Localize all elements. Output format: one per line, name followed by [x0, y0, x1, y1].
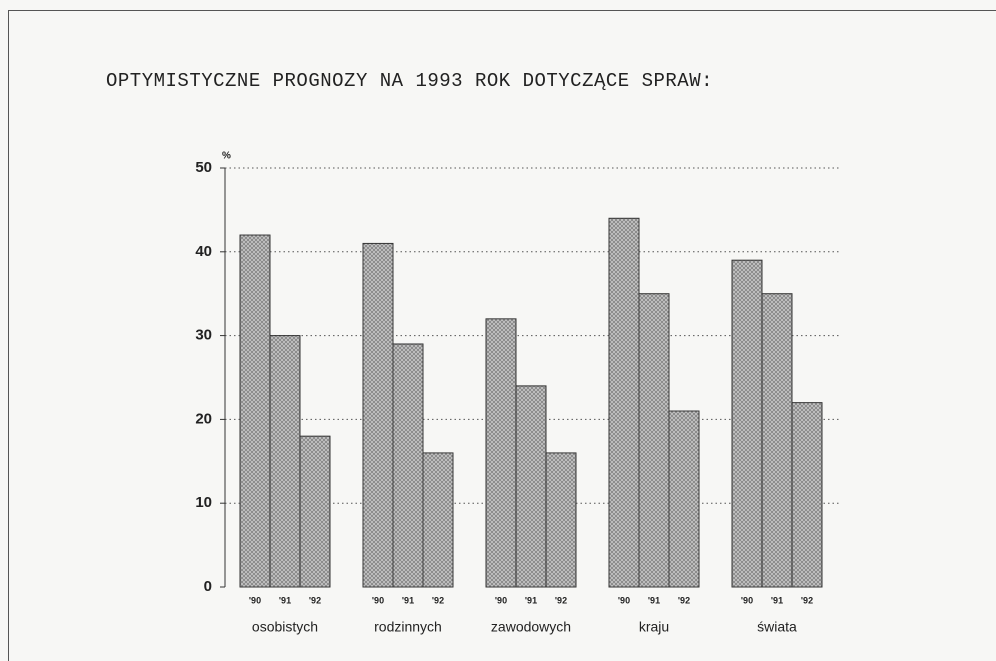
series-label: '92 — [678, 595, 690, 605]
bar — [239, 234, 271, 588]
series-label: '90 — [618, 595, 630, 605]
y-tick-label: 20 — [195, 410, 212, 427]
x-tick-label: zawodowych — [491, 619, 571, 635]
series-label: '91 — [402, 595, 414, 605]
chart: % 0 10 20 30 40 50 osobistych '90 '91 '92 rodzinny… — [195, 151, 840, 635]
series-label: '92 — [309, 595, 321, 605]
bar — [731, 259, 763, 588]
y-tick-label: 0 — [204, 578, 212, 595]
frame — [8, 10, 996, 661]
y-tick-label: 30 — [195, 327, 212, 344]
x-tick-label: rodzinnych — [374, 619, 442, 635]
bar — [485, 318, 517, 588]
bar — [362, 242, 394, 588]
series-label: '90 — [495, 595, 507, 605]
bar — [422, 452, 454, 588]
bar — [545, 452, 577, 588]
bar — [638, 293, 670, 588]
x-tick-label: osobistych — [252, 619, 318, 635]
bar — [761, 293, 793, 588]
bar — [392, 343, 424, 588]
bar — [668, 410, 700, 588]
bar — [791, 402, 823, 588]
bar — [608, 217, 640, 588]
bar — [299, 435, 331, 588]
series-label: '91 — [648, 595, 660, 605]
series-label: '92 — [801, 595, 813, 605]
page: OPTYMISTYCZNE PROGNOZY NA 1993 ROK DOTYC… — [8, 10, 996, 661]
y-tick-label: 10 — [195, 494, 212, 511]
series-label: '90 — [372, 595, 384, 605]
series-label: '90 — [249, 595, 261, 605]
series-label: '92 — [555, 595, 567, 605]
series-label: '91 — [525, 595, 537, 605]
y-axis-label: % — [222, 151, 231, 162]
bar — [515, 385, 547, 588]
chart-title: OPTYMISTYCZNE PROGNOZY NA 1993 ROK DOTYC… — [106, 70, 713, 92]
x-tick-label: świata — [757, 619, 797, 635]
x-tick-label: kraju — [639, 619, 669, 635]
series-label: '91 — [771, 595, 783, 605]
bar — [269, 335, 301, 588]
y-tick-label: 50 — [195, 159, 212, 176]
series-label: '92 — [432, 595, 444, 605]
series-label: '90 — [741, 595, 753, 605]
series-label: '91 — [279, 595, 291, 605]
y-tick-label: 40 — [195, 243, 212, 260]
